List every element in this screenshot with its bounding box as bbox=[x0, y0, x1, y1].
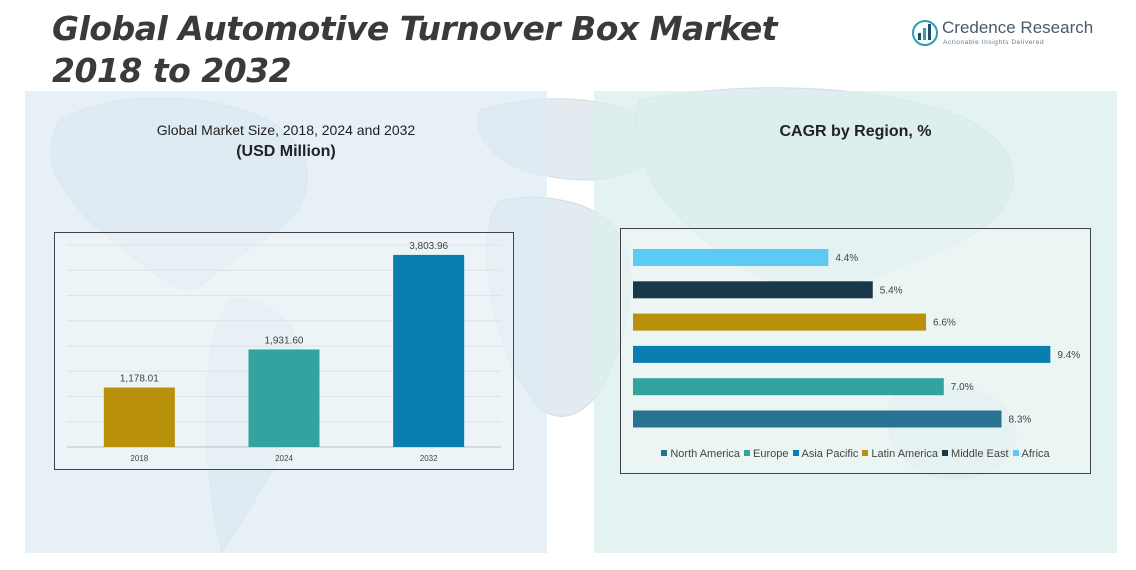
bar-value-label: 8.3% bbox=[1009, 415, 1032, 426]
logo-name: Credence Research bbox=[942, 18, 1094, 37]
bar-north-america bbox=[633, 410, 1002, 428]
bar-value-label: 4.4% bbox=[835, 253, 858, 264]
legend-swatch bbox=[862, 450, 869, 456]
market-size-unit: (USD Million) bbox=[236, 143, 336, 160]
company-logo[interactable]: Credence Research Actionable Insights De… bbox=[912, 16, 1102, 52]
bar-value-label: 9.4% bbox=[1057, 350, 1080, 361]
logo-tagline: Actionable Insights Delivered bbox=[943, 39, 1045, 46]
bar-value-label: 6.6% bbox=[933, 318, 956, 329]
cagr-legend: North America Europe Asia Pacific Latin Ame… bbox=[621, 448, 1090, 460]
logo-icon bbox=[912, 20, 938, 46]
legend-item: Africa bbox=[1012, 448, 1050, 460]
page-title-line2: 2018 to 2032 bbox=[52, 51, 292, 90]
bar-2032 bbox=[393, 254, 465, 447]
cagr-title: CAGR by Region, % bbox=[779, 123, 932, 140]
legend-label: Latin America bbox=[871, 448, 939, 460]
market-size-title: Global Market Size, 2018, 2024 and 2032 bbox=[156, 122, 416, 138]
bar-value-label: 3,803.96 bbox=[409, 241, 448, 252]
legend-label: Middle East bbox=[951, 448, 1009, 460]
page-title-line1: Global Automotive Turnover Box Market bbox=[52, 9, 778, 48]
legend-label: North America bbox=[670, 448, 741, 460]
legend-item: Asia Pacific bbox=[792, 448, 859, 460]
legend-item: Middle East bbox=[942, 448, 1009, 460]
bar-asia-pacific bbox=[633, 345, 1051, 363]
legend-swatch bbox=[744, 450, 751, 456]
bar-africa bbox=[633, 249, 829, 266]
legend-label: Asia Pacific bbox=[801, 448, 859, 460]
x-tick-label: 2018 bbox=[130, 454, 148, 463]
bar-2024 bbox=[248, 349, 320, 447]
market-size-bar-chart: 1,178.01 2018 1,931.60 2024 3,803.96 2032 bbox=[67, 241, 501, 463]
bar-2018 bbox=[103, 387, 175, 447]
bar-middle-east bbox=[633, 281, 873, 299]
legend-label: Europe bbox=[753, 448, 789, 460]
legend-swatch bbox=[792, 450, 799, 456]
cagr-bar-chart: 4.4% 5.4% 6.6% 9.4% 7.0% 8.3% bbox=[633, 249, 1080, 428]
page-title: Global Automotive Turnover Box Market 20… bbox=[52, 8, 778, 92]
bar-europe bbox=[633, 378, 944, 396]
legend-swatch bbox=[1012, 450, 1019, 456]
bar-value-label: 5.4% bbox=[880, 285, 903, 296]
bar-value-label: 1,931.60 bbox=[265, 335, 304, 346]
x-tick-label: 2032 bbox=[420, 454, 438, 463]
legend-item: Latin America bbox=[862, 448, 938, 460]
x-tick-label: 2024 bbox=[275, 454, 293, 463]
cagr-chart: 4.4% 5.4% 6.6% 9.4% 7.0% 8.3% North America Eu… bbox=[620, 228, 1091, 474]
market-size-chart: 1,178.01 2018 1,931.60 2024 3,803.96 2032 bbox=[54, 232, 514, 470]
legend-swatch bbox=[942, 450, 949, 456]
legend-item: Europe bbox=[744, 448, 789, 460]
bar-latin-america bbox=[633, 313, 927, 331]
bar-value-label: 7.0% bbox=[951, 382, 974, 393]
bar-value-label: 1,178.01 bbox=[120, 374, 159, 385]
legend-item: North America bbox=[661, 448, 740, 460]
legend-swatch bbox=[661, 450, 668, 456]
legend-label: Africa bbox=[1021, 448, 1050, 460]
